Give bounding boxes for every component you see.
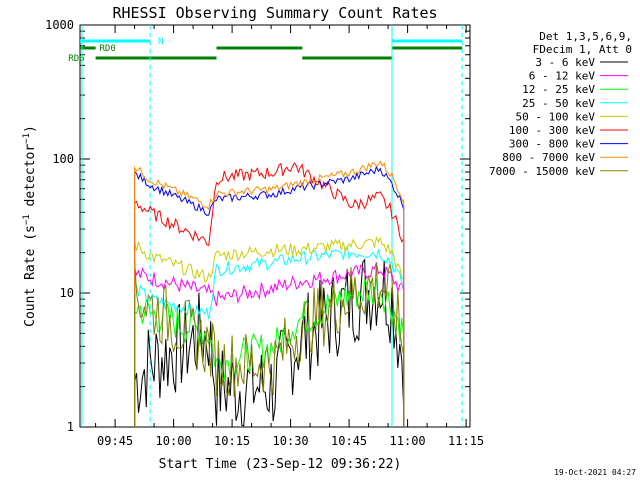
legend-label: 6 - 12 keV xyxy=(529,70,596,83)
series-line xyxy=(134,165,405,216)
legend-label: 50 - 100 keV xyxy=(516,110,596,123)
y-tick-label: 1 xyxy=(67,420,74,434)
legend-label: 12 - 25 keV xyxy=(522,83,595,96)
y-tick-label: 1000 xyxy=(45,18,74,32)
x-tick-label: 10:15 xyxy=(214,434,250,448)
legend-label: 300 - 800 keV xyxy=(509,138,595,151)
legend-header: FDecim 1, Att 0 xyxy=(533,43,632,56)
series-line xyxy=(134,245,405,320)
series-line xyxy=(134,160,405,211)
legend-label: 25 - 50 keV xyxy=(522,97,595,110)
plot-frame xyxy=(79,24,471,428)
legend-label: 3 - 6 keV xyxy=(535,56,595,69)
x-tick-label: 11:15 xyxy=(448,434,484,448)
chart-title: RHESSI Observing Summary Count Rates xyxy=(112,4,437,22)
flag-label-n: N xyxy=(158,37,163,47)
footer-timestamp: 19-Oct-2021 04:27 xyxy=(554,468,636,477)
x-tick-label: 11:00 xyxy=(390,434,426,448)
x-tick-label: 09:45 xyxy=(97,434,133,448)
legend-header: Det 1,3,5,6,9, xyxy=(539,30,632,43)
y-axis-label: Count Rate (s−1 detector−1) xyxy=(22,125,38,327)
series-line xyxy=(134,262,405,307)
x-tick-label: 10:00 xyxy=(156,434,192,448)
legend-label: 7000 - 15000 keV xyxy=(489,165,595,178)
legend: Det 1,3,5,6,9, FDecim 1, Att 0 3 - 6 keV… xyxy=(489,30,632,178)
x-axis-label: Start Time (23-Sep-12 09:36:22) xyxy=(159,457,402,472)
x-tick-label: 10:45 xyxy=(331,434,367,448)
y-tick-label: 10 xyxy=(60,286,74,300)
series-line xyxy=(134,235,404,283)
flag-label-rd6: RD6 xyxy=(68,54,84,64)
flag-label-rd0: RD0 xyxy=(100,44,116,54)
legend-label: 800 - 7000 keV xyxy=(502,151,595,164)
series-line xyxy=(134,162,405,247)
series-line xyxy=(134,258,405,427)
series-line xyxy=(134,260,405,397)
y-tick-label: 100 xyxy=(52,152,74,166)
x-tick-label: 10:30 xyxy=(273,434,309,448)
legend-label: 100 - 300 keV xyxy=(509,124,595,137)
